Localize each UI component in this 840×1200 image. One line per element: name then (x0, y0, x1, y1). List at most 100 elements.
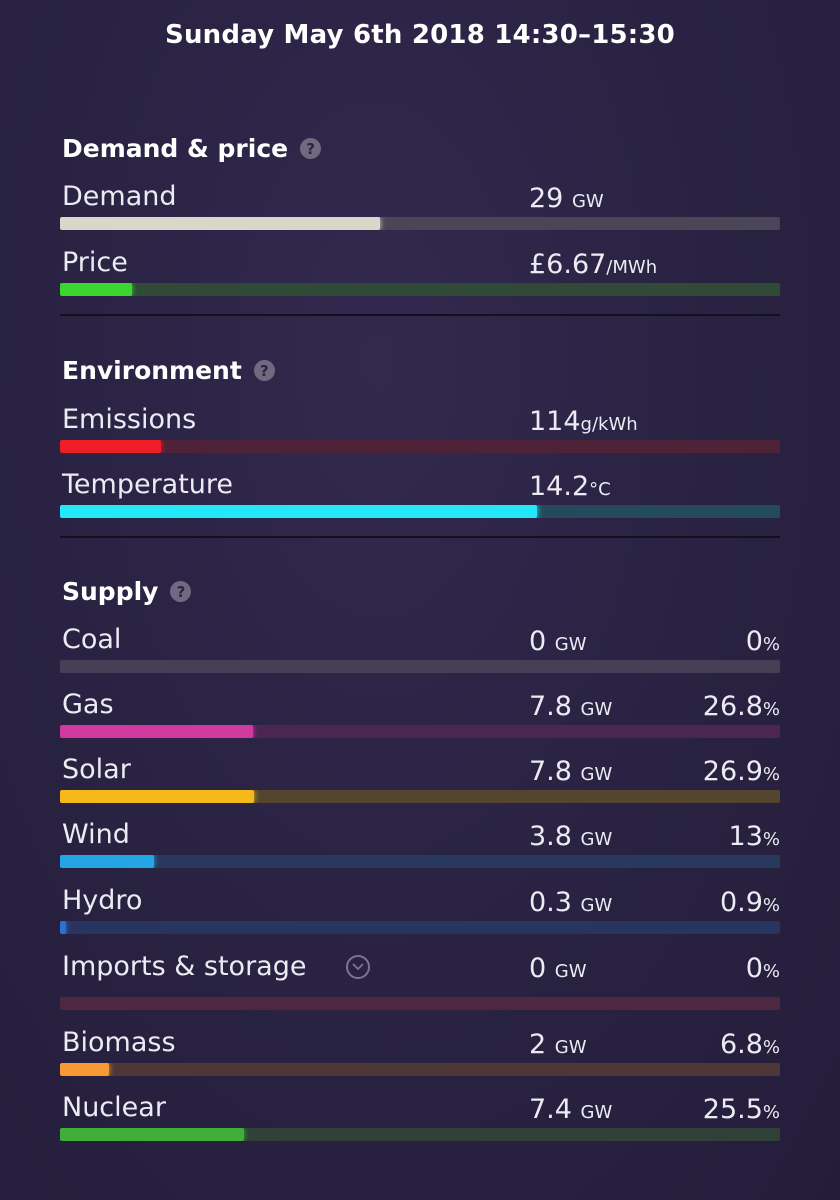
value-number: 3.8 (529, 821, 572, 852)
row-percent-wind: 13% (729, 821, 780, 852)
bar-solar (60, 790, 780, 803)
bar-price (60, 283, 780, 296)
row-value-coal: 0 GW (529, 626, 587, 657)
help-circle-icon[interactable]: ? (170, 581, 192, 602)
help-circle-icon[interactable]: ? (300, 138, 322, 159)
value-number: 7.8 (529, 756, 572, 787)
value-number: 7.8 (529, 691, 572, 722)
percent-number: 25.5 (702, 1094, 763, 1125)
row-value-nuclear: 7.4 GW (529, 1094, 612, 1125)
row-value-temperature: 14.2°C (529, 471, 611, 502)
row-value-solar: 7.8 GW (529, 756, 612, 787)
row-value-demand: 29 GW (529, 183, 604, 214)
bar-fill (60, 921, 67, 934)
section-divider (60, 314, 780, 316)
percent-unit: % (762, 829, 780, 850)
bar-fill (60, 855, 154, 868)
percent-number: 0 (745, 953, 763, 984)
percent-unit: % (762, 699, 780, 720)
percent-unit: % (762, 961, 780, 982)
percent-number: 13 (728, 821, 763, 852)
row-value-hydro: 0.3 GW (529, 887, 612, 918)
value-number: 2 (529, 1029, 547, 1060)
value-unit: GW (580, 895, 613, 916)
section-title-text: Environment (62, 356, 242, 385)
bar-demand (60, 217, 780, 230)
bar-coal (60, 660, 780, 673)
row-label-emissions: Emissions (62, 404, 197, 435)
section-title-environment: Environment ? (62, 356, 275, 385)
bar-fill (60, 1063, 109, 1076)
bar-temperature (60, 505, 780, 518)
percent-unit: % (762, 634, 780, 655)
percent-number: 0 (745, 626, 763, 657)
page-title: Sunday May 6th 2018 14:30–15:30 (165, 20, 675, 50)
row-percent-solar: 26.9% (703, 756, 780, 787)
row-value-emissions: 114g/kWh (529, 406, 638, 437)
percent-unit: % (762, 1037, 780, 1058)
row-percent-imports-storage: 0% (746, 953, 780, 984)
value-unit: GW (554, 1037, 587, 1058)
bar-biomass (60, 1063, 780, 1076)
bar-emissions (60, 440, 780, 453)
row-percent-nuclear: 25.5% (703, 1094, 780, 1125)
row-label-hydro: Hydro (62, 885, 143, 916)
row-label-price: Price (62, 247, 128, 278)
percent-unit: % (762, 1102, 780, 1123)
bar-fill (60, 790, 254, 803)
bar-fill (60, 505, 538, 518)
bar-hydro (60, 921, 780, 934)
row-percent-gas: 26.8% (703, 691, 780, 722)
value-unit: GW (580, 1102, 613, 1123)
section-title-demand-price: Demand & price ? (62, 134, 322, 163)
row-label-imports-storage: Imports & storage (62, 951, 307, 982)
value-unit: GW (554, 634, 587, 655)
row-label-temperature: Temperature (62, 469, 234, 500)
percent-number: 26.8 (702, 691, 763, 722)
row-label-nuclear: Nuclear (62, 1092, 166, 1123)
value-number: 14.2 (529, 471, 590, 502)
row-label-coal: Coal (62, 624, 122, 655)
value-unit: GW (580, 699, 613, 720)
bar-fill (60, 283, 132, 296)
row-label-wind: Wind (62, 819, 130, 850)
percent-number: 0.9 (719, 887, 763, 918)
row-percent-coal: 0% (746, 626, 780, 657)
value-number: 0.3 (529, 887, 572, 918)
row-label-demand: Demand (62, 181, 177, 212)
value-number: 29 (529, 183, 564, 214)
bar-fill (60, 1128, 244, 1141)
value-number: 0 (529, 626, 547, 657)
row-value-imports-storage: 0 GW (529, 953, 587, 984)
percent-number: 26.9 (702, 756, 763, 787)
value-number: 114 (529, 406, 581, 437)
bar-imports-storage (60, 997, 780, 1010)
row-value-price: £6.67/MWh (529, 249, 657, 280)
percent-unit: % (762, 895, 780, 916)
value-number: 7.4 (529, 1094, 572, 1125)
help-circle-icon[interactable]: ? (253, 360, 275, 381)
row-label-gas: Gas (62, 689, 114, 720)
row-label-biomass: Biomass (62, 1027, 176, 1058)
value-unit: °C (589, 479, 611, 500)
value-unit: GW (554, 961, 587, 982)
section-title-text: Supply (62, 577, 159, 606)
percent-unit: % (762, 764, 780, 785)
row-value-gas: 7.8 GW (529, 691, 612, 722)
row-percent-hydro: 0.9% (720, 887, 780, 918)
row-value-wind: 3.8 GW (529, 821, 612, 852)
section-divider (60, 536, 780, 538)
chevron-down-circle-icon[interactable] (346, 955, 370, 979)
value-number: 0 (529, 953, 547, 984)
value-unit: g/kWh (580, 414, 638, 435)
bar-gas (60, 725, 780, 738)
section-title-supply: Supply ? (62, 577, 192, 606)
value-unit: GW (571, 191, 604, 212)
bar-fill (60, 725, 253, 738)
bar-fill (60, 440, 161, 453)
percent-number: 6.8 (719, 1029, 763, 1060)
value-unit: /MWh (606, 257, 658, 278)
bar-fill (60, 217, 381, 230)
value-unit: GW (580, 764, 613, 785)
value-unit: GW (580, 829, 613, 850)
